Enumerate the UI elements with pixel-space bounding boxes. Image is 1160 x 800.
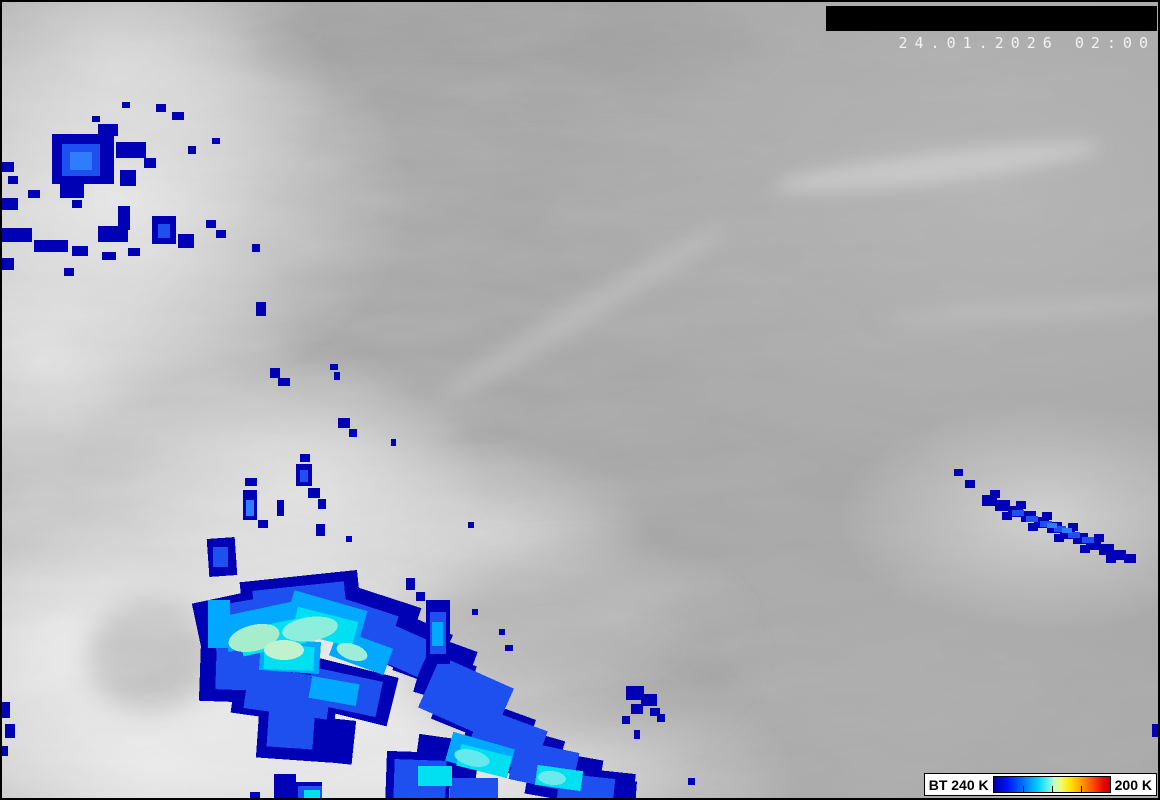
timestamp-overlay: 24.01.2026 02:00 xyxy=(826,6,1157,52)
colorbar-max-label: 200 K xyxy=(1114,776,1152,793)
colorbar-min-label: BT 240 K xyxy=(928,776,989,793)
timestamp-text: 24.01.2026 02:00 xyxy=(898,34,1155,52)
colorbar-tick xyxy=(1080,786,1082,792)
colorbar-tick xyxy=(1051,786,1053,792)
colorbar-gradient xyxy=(992,776,1111,793)
colorbar-tick xyxy=(1022,786,1024,792)
colorbar-legend: BT 240 K 200 K xyxy=(923,773,1157,796)
